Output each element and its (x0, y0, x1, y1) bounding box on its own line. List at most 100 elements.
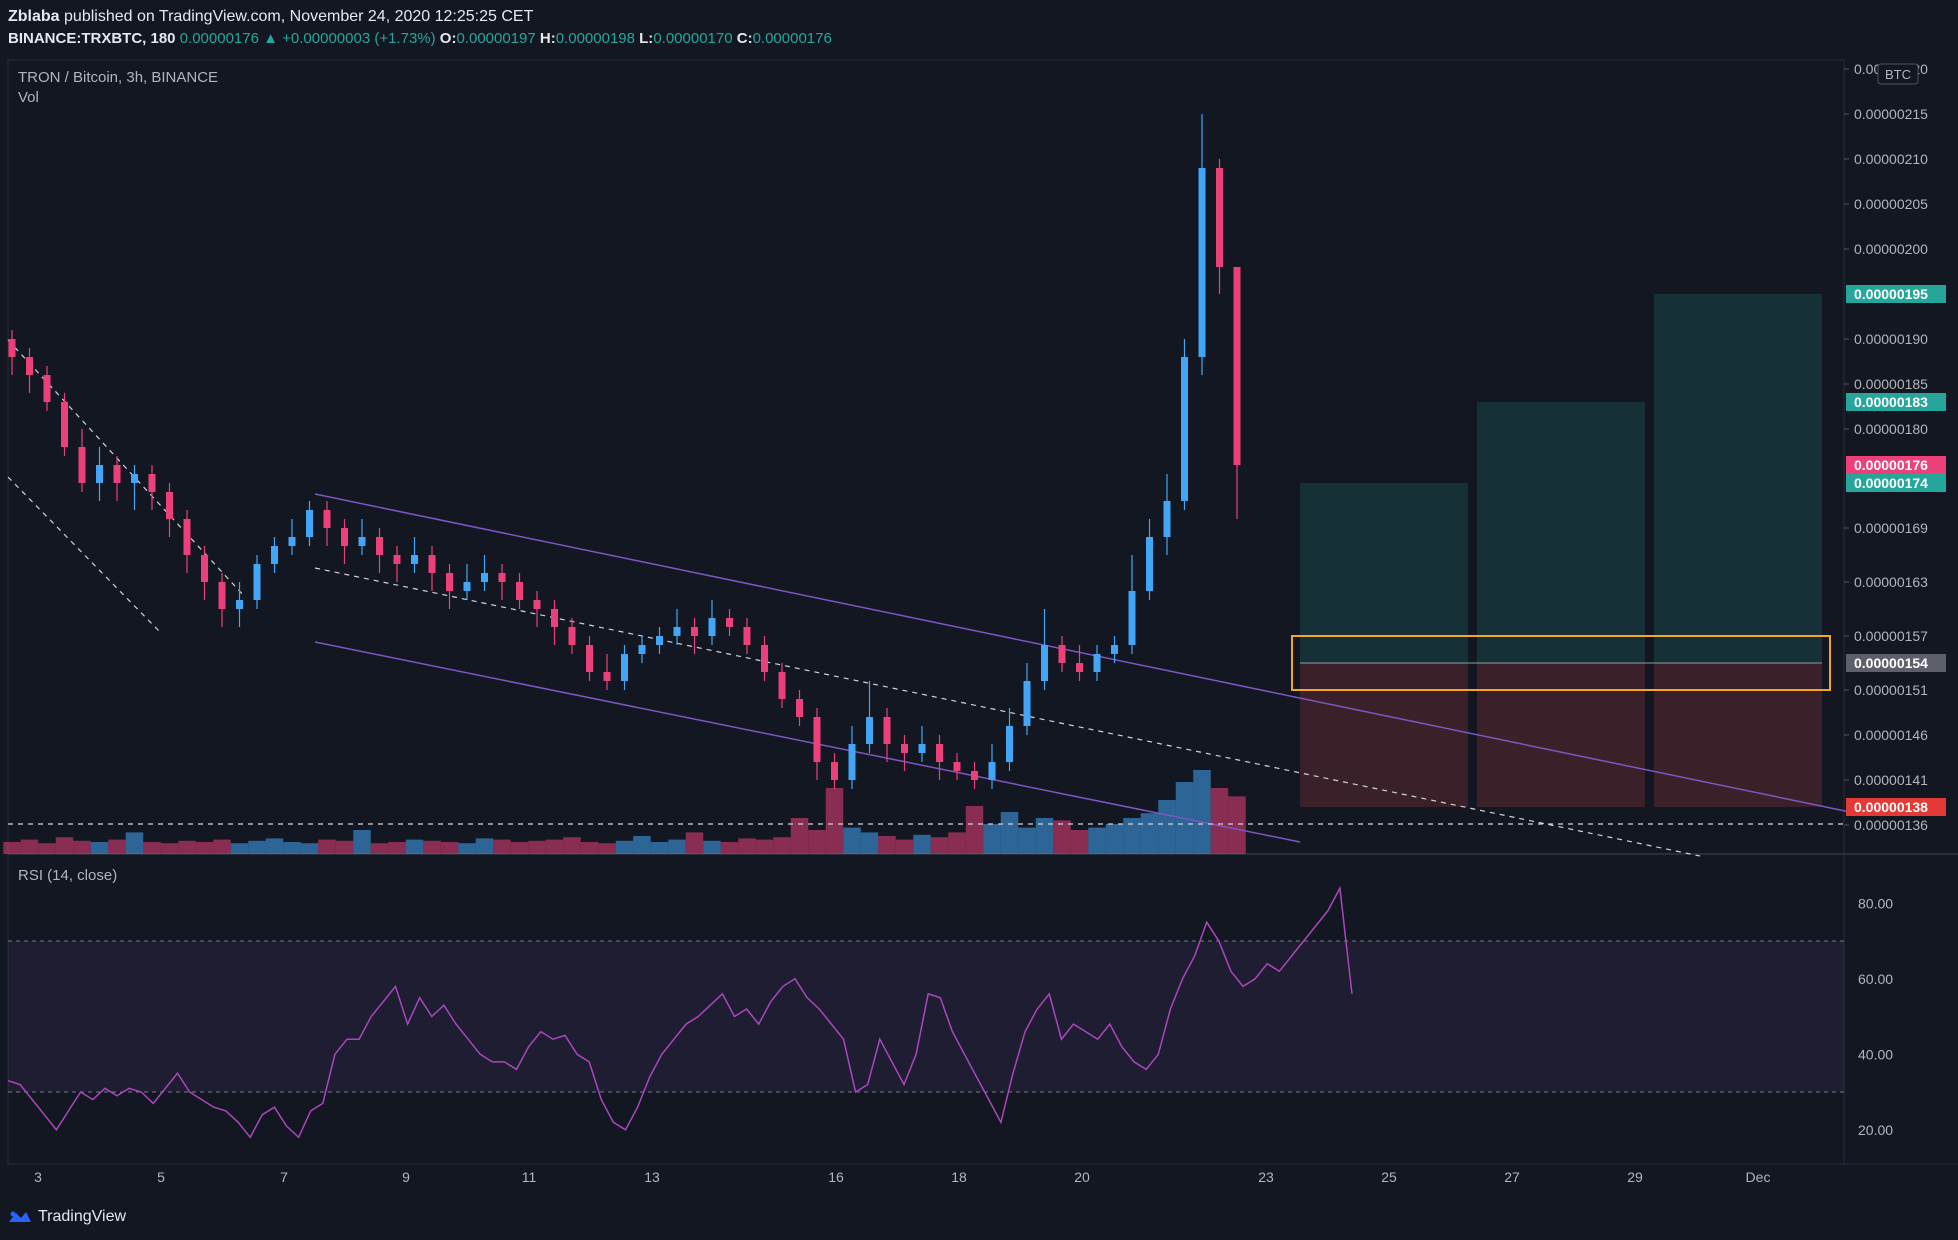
candle-body[interactable] (848, 744, 856, 780)
price-tick-label: 0.00000180 (1854, 421, 1928, 437)
tradingview-logo[interactable]: TradingView (8, 1208, 126, 1226)
candle-body[interactable] (218, 582, 226, 609)
candle-body[interactable] (883, 717, 891, 744)
rsi-tick-label: 40.00 (1858, 1046, 1893, 1062)
publisher-name[interactable]: Zblaba (8, 8, 60, 25)
candle-body[interactable] (131, 474, 138, 483)
candle-body[interactable] (778, 672, 786, 699)
candle-body[interactable] (656, 636, 663, 645)
up-arrow-icon: ▲ (263, 30, 278, 47)
candle-body[interactable] (638, 645, 646, 654)
candle-body[interactable] (1076, 663, 1083, 672)
price-axis[interactable]: 0.000002200.000002150.000002100.00000205… (1844, 61, 1928, 833)
candle-body[interactable] (1006, 726, 1013, 762)
candle-body[interactable] (761, 645, 768, 672)
candle-body[interactable] (1181, 357, 1188, 501)
candle-body[interactable] (113, 465, 121, 483)
candle-body[interactable] (411, 555, 418, 564)
candle-body[interactable] (1198, 168, 1206, 357)
price-badge (1846, 798, 1946, 816)
candle-body[interactable] (271, 546, 278, 564)
candle-body[interactable] (481, 573, 488, 582)
candle-body[interactable] (1233, 267, 1241, 465)
candle-body[interactable] (1093, 654, 1101, 672)
candle-body[interactable] (1041, 645, 1048, 681)
candle-body[interactable] (8, 339, 16, 357)
candle-body[interactable] (166, 492, 173, 519)
channel-upper-line[interactable] (314, 493, 1851, 813)
candle-body[interactable] (1163, 501, 1171, 537)
trend-drawings[interactable] (7, 339, 1851, 857)
candle-body[interactable] (1023, 681, 1031, 726)
candle-body[interactable] (1216, 168, 1223, 267)
stop-zone[interactable] (1654, 663, 1822, 807)
candle-body[interactable] (253, 564, 261, 600)
channel-lower-line[interactable] (314, 641, 1301, 843)
candle-body[interactable] (446, 573, 453, 591)
candle-body[interactable] (568, 627, 576, 645)
low-value: 0.00000170 (653, 30, 733, 47)
candle-body[interactable] (341, 528, 348, 546)
candle-body[interactable] (1111, 645, 1118, 654)
candle-body[interactable] (918, 744, 926, 753)
candle-body[interactable] (743, 627, 751, 645)
candle-body[interactable] (96, 465, 103, 483)
candle-body[interactable] (61, 402, 68, 447)
candle-body[interactable] (516, 582, 523, 600)
candle-body[interactable] (691, 627, 698, 636)
candle-body[interactable] (936, 744, 943, 762)
candle-body[interactable] (673, 627, 681, 636)
candle-body[interactable] (971, 771, 978, 780)
candle-body[interactable] (603, 672, 611, 681)
candle-body[interactable] (393, 555, 401, 564)
price-chart-svg[interactable]: 0.000002200.000002150.000002100.00000205… (0, 52, 1958, 1200)
candle-body[interactable] (988, 762, 996, 780)
profit-zone[interactable] (1300, 483, 1468, 663)
candle-body[interactable] (726, 618, 733, 627)
candle-body[interactable] (428, 555, 436, 573)
candle-body[interactable] (621, 654, 628, 681)
candle-body[interactable] (586, 645, 593, 672)
candle-body[interactable] (376, 537, 383, 555)
candle-body[interactable] (26, 357, 33, 375)
candle-body[interactable] (796, 699, 803, 717)
candle-body[interactable] (306, 510, 313, 537)
rsi-axis[interactable]: 80.00 60.00 40.00 20.00 (1858, 895, 1893, 1138)
candle-body[interactable] (78, 447, 86, 483)
stop-zone[interactable] (1477, 663, 1645, 807)
candle-body[interactable] (708, 618, 716, 636)
time-tick-label: 27 (1504, 1169, 1520, 1185)
candle-body[interactable] (358, 537, 366, 546)
candle-body[interactable] (953, 762, 961, 771)
candle-series[interactable] (8, 114, 1241, 789)
candle-body[interactable] (236, 600, 243, 609)
candle-body[interactable] (463, 582, 471, 591)
candle-body[interactable] (901, 744, 908, 753)
candle-body[interactable] (148, 474, 156, 492)
profit-zone[interactable] (1477, 402, 1645, 663)
candle-body[interactable] (831, 762, 838, 780)
profit-zone[interactable] (1654, 294, 1822, 663)
candle-body[interactable] (551, 609, 558, 627)
stop-zone[interactable] (1300, 663, 1468, 807)
candle-body[interactable] (183, 519, 191, 555)
candle-body[interactable] (533, 600, 541, 609)
position-boxes[interactable] (1291, 294, 1831, 807)
chart-area[interactable]: 0.000002200.000002150.000002100.00000205… (0, 52, 1958, 1200)
candle-body[interactable] (323, 510, 331, 528)
time-axis[interactable]: 3 5 7 9 11 13 16 18 20 23 25 27 29 Dec (34, 1169, 1770, 1185)
candle-body[interactable] (1058, 645, 1066, 663)
candle-body[interactable] (201, 555, 208, 582)
candle-body[interactable] (1128, 591, 1136, 645)
candle-body[interactable] (288, 537, 296, 546)
candle-body[interactable] (1146, 537, 1153, 591)
volume-bar (1140, 813, 1159, 854)
volume-bar (1088, 827, 1106, 854)
candle-body[interactable] (43, 375, 51, 402)
candle-body[interactable] (813, 717, 821, 762)
early-channel-lower[interactable] (7, 476, 161, 633)
entry-zone-rectangle[interactable] (1291, 635, 1831, 691)
candle-body[interactable] (866, 717, 873, 744)
early-channel-upper[interactable] (7, 339, 246, 598)
candle-body[interactable] (498, 573, 506, 582)
